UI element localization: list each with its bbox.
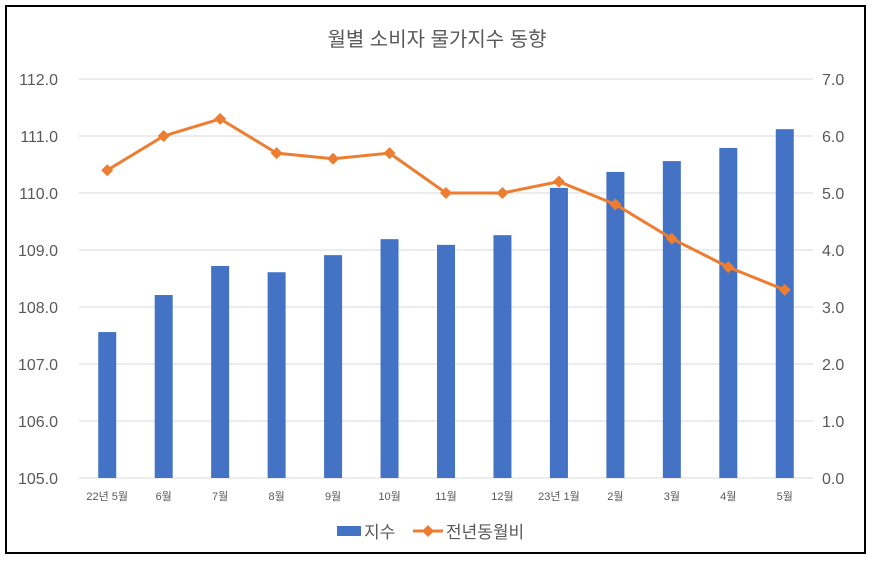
x-tick-label: 9월 [325, 490, 341, 503]
y-right-tick-label: 5.0 [822, 186, 844, 203]
y-left-tick-label: 109.0 [18, 243, 58, 260]
legend: 지수 전년동월비 [337, 523, 524, 542]
bar [549, 187, 568, 478]
legend-swatch-bar [337, 526, 361, 536]
y-right-tick-label: 0.0 [822, 471, 844, 488]
y-left-tick-label: 108.0 [18, 300, 58, 317]
bar [267, 272, 286, 478]
y-right-tick-label: 1.0 [822, 414, 844, 431]
chart-frame [5, 5, 866, 554]
line-point [496, 187, 509, 199]
bar [154, 295, 173, 478]
x-tick-label: 12월 [491, 490, 513, 503]
x-tick-label: 23년 1월 [538, 490, 580, 503]
y-left-tick-label: 110.0 [19, 186, 58, 203]
x-tick-label: 8월 [268, 490, 284, 503]
y-left-tick-label: 107.0 [18, 357, 58, 374]
chart-title: 월별 소비자 물가지수 동향 [327, 28, 546, 51]
y-left-tick-label: 112.0 [19, 72, 58, 89]
y-right-tick-label: 2.0 [822, 357, 844, 374]
line-point [157, 130, 170, 142]
x-tick-label: 2월 [607, 490, 623, 503]
line-point [101, 164, 114, 177]
y-right-tick-label: 4.0 [822, 243, 844, 260]
line-point [270, 147, 283, 160]
bar [437, 244, 455, 478]
x-tick-label: 7월 [212, 490, 228, 503]
x-tick-label: 4월 [720, 490, 736, 503]
bar [98, 332, 117, 478]
line-point [440, 187, 452, 199]
x-tick-label: 6월 [156, 490, 172, 503]
legend-marker-icon [422, 525, 434, 537]
y-right-tick-label: 7.0 [822, 72, 844, 89]
bar [775, 129, 794, 478]
bar [324, 255, 343, 478]
line-point [327, 152, 340, 165]
x-tick-label: 10월 [378, 490, 400, 503]
x-tick-label: 3월 [664, 490, 680, 503]
line-point [609, 198, 622, 211]
y-left-tick-label: 111.0 [20, 129, 58, 146]
legend-label-line: 전년동월비 [446, 523, 524, 542]
bar [211, 265, 230, 478]
y-right-tick-label: 6.0 [822, 129, 844, 146]
line-point [383, 147, 396, 160]
y-left-tick-label: 105.0 [18, 471, 58, 488]
line-point [214, 112, 227, 125]
x-tick-label: 5월 [777, 490, 793, 503]
bar [662, 161, 681, 478]
line-point [665, 232, 678, 245]
line-point [778, 283, 791, 296]
line-point [552, 175, 565, 188]
x-tick-label: 22년 5월 [86, 490, 128, 503]
bar [719, 147, 738, 478]
bar [380, 239, 399, 478]
y-left-tick-label: 106.0 [18, 414, 58, 431]
bar [493, 235, 512, 478]
legend-label-bar: 지수 [364, 523, 395, 542]
y-right-tick-label: 3.0 [822, 300, 844, 317]
line-point [722, 261, 735, 274]
x-tick-label: 11월 [435, 490, 457, 503]
bar [606, 171, 625, 478]
